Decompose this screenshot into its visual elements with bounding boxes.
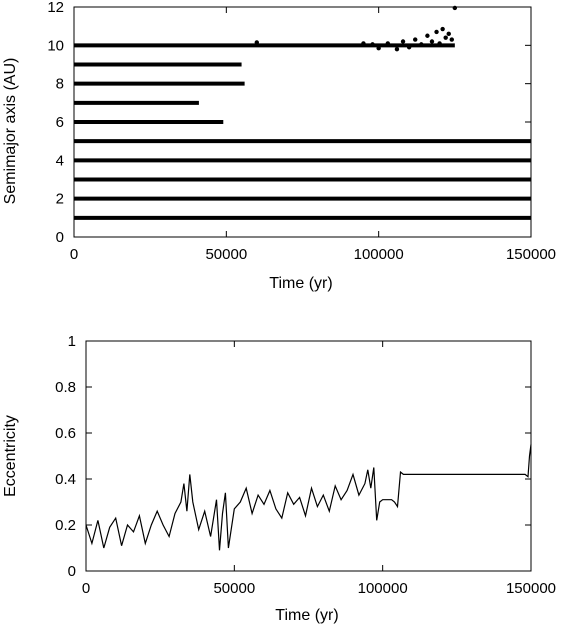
semimajor-axis-y-label: Semimajor axis (AU) bbox=[2, 58, 19, 205]
orbit-scatter-point bbox=[429, 39, 435, 44]
eccentricity-y-label: Eccentricity bbox=[2, 415, 19, 497]
eccentricity-y-tick-label: 0.6 bbox=[55, 425, 76, 442]
semimajor-axis-x-tick-label: 0 bbox=[70, 246, 78, 263]
eccentricity-series-line bbox=[85, 444, 532, 551]
eccentricity-x-tick-label: 0 bbox=[82, 580, 90, 597]
eccentricity-panel: 0 50000 100000 150000 0 0.2 0.4 0.6 0.8 1 Time (y… bbox=[2, 333, 556, 624]
eccentricity-y-tick-label: 0.2 bbox=[55, 517, 76, 534]
orbit-scatter-point bbox=[254, 40, 259, 45]
orbit-scatter-point bbox=[452, 5, 458, 11]
eccentricity-ticks: 0 50000 100000 150000 0 0.2 0.4 0.6 0.8 1 bbox=[55, 333, 556, 597]
eccentricity-plot-frame bbox=[85, 340, 532, 572]
orbit-scatter-point bbox=[425, 33, 430, 38]
semimajor-axis-panel: 0 50000 100000 150000 0 2 4 6 8 10 12 Time (yr) Se… bbox=[2, 0, 556, 292]
semimajor-axis-y-tick-label: 12 bbox=[47, 0, 64, 16]
orbit-scatter-point bbox=[434, 29, 439, 35]
semimajor-axis-ticks: 0 50000 100000 150000 0 2 4 6 8 10 12 bbox=[47, 0, 556, 263]
orbit-scatter-point bbox=[406, 45, 412, 50]
semimajor-axis-x-label: Time (yr) bbox=[269, 275, 332, 292]
orbit-scatter-point bbox=[361, 41, 366, 46]
eccentricity-x-tick-label: 50000 bbox=[213, 580, 255, 597]
semimajor-axis-x-tick-label: 100000 bbox=[354, 246, 404, 263]
eccentricity-x-tick-label: 100000 bbox=[358, 580, 408, 597]
eccentricity-x-tick-label: 150000 bbox=[506, 580, 556, 597]
orbit-scatter-point bbox=[449, 37, 454, 42]
semimajor-axis-x-tick-label: 50000 bbox=[205, 246, 247, 263]
orbit-scatter-point bbox=[446, 31, 451, 37]
semimajor-axis-data bbox=[74, 5, 531, 220]
orbit-scatter-point bbox=[437, 41, 442, 46]
semimajor-axis-y-tick-label: 8 bbox=[56, 76, 64, 93]
eccentricity-y-tick-label: 0.8 bbox=[55, 379, 76, 396]
eccentricity-y-tick-label: 0.4 bbox=[55, 471, 76, 488]
eccentricity-x-label: Time (yr) bbox=[275, 607, 338, 624]
orbit-scatter-point bbox=[413, 37, 418, 42]
semimajor-axis-y-tick-label: 10 bbox=[47, 37, 64, 54]
orbit-scatter-point bbox=[400, 39, 406, 44]
orbit-scatter-point bbox=[394, 46, 400, 52]
eccentricity-y-tick-label: 0 bbox=[68, 563, 76, 580]
orbit-scatter-point bbox=[370, 42, 375, 47]
eccentricity-y-tick-label: 1 bbox=[68, 333, 76, 350]
orbit-scatter-point bbox=[419, 42, 424, 47]
eccentricity-data bbox=[85, 444, 532, 551]
semimajor-axis-y-tick-label: 6 bbox=[56, 114, 64, 131]
semimajor-axis-y-tick-label: 0 bbox=[56, 229, 64, 246]
semimajor-axis-x-tick-label: 150000 bbox=[506, 246, 556, 263]
orbit-scatter-point bbox=[440, 26, 445, 32]
orbit-scatter-point bbox=[376, 46, 381, 51]
semimajor-axis-y-tick-label: 4 bbox=[56, 152, 64, 169]
semimajor-axis-y-tick-label: 2 bbox=[56, 191, 64, 208]
orbit-scatter-point bbox=[443, 35, 448, 40]
orbit-scatter-point bbox=[385, 41, 391, 46]
